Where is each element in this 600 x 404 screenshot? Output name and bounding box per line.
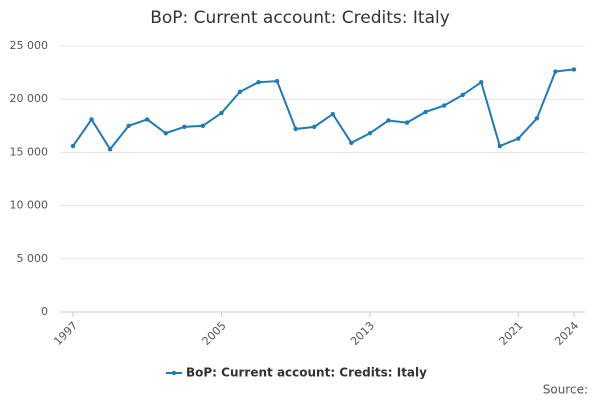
chart-title: BoP: Current account: Credits: Italy [150,8,450,28]
y-tick-label: 20 000 [10,92,49,105]
series-line [72,68,575,151]
source: Source: [543,383,588,397]
point [256,79,261,85]
point [163,131,168,136]
point [182,124,187,130]
x-tick-label: 2024 [552,319,581,348]
point [89,117,94,122]
point [145,117,150,122]
y-tick-label: 0 [41,305,48,318]
legend-label: BoP: Current account: Credits: Italy [186,366,427,380]
point [349,140,354,146]
x-tick-label: 1997 [51,319,80,348]
point [107,147,113,152]
point [312,124,317,130]
y-tick-label: 5 000 [17,252,49,265]
point [237,89,243,94]
point [200,123,206,128]
x-tick-label: 2005 [200,319,229,348]
point [423,109,428,115]
y-tick-label: 15 000 [10,145,49,158]
point [126,123,131,128]
point [479,79,484,85]
x-tick-label: 2013 [348,319,377,348]
point [219,110,224,116]
point [70,143,76,149]
x-tick-label: 2021 [497,319,526,348]
point [441,103,447,108]
point [404,120,410,125]
legend-marker [171,370,177,376]
point [571,67,577,72]
point [460,92,465,98]
point [497,143,502,149]
point [330,111,335,117]
point [386,118,391,123]
point [553,69,558,74]
point [516,136,521,141]
y-tick-label: 10 000 [10,199,49,212]
point [367,131,373,136]
point [274,78,280,84]
point [534,116,540,121]
y-tick-label: 25 000 [10,39,49,52]
point [293,126,298,132]
